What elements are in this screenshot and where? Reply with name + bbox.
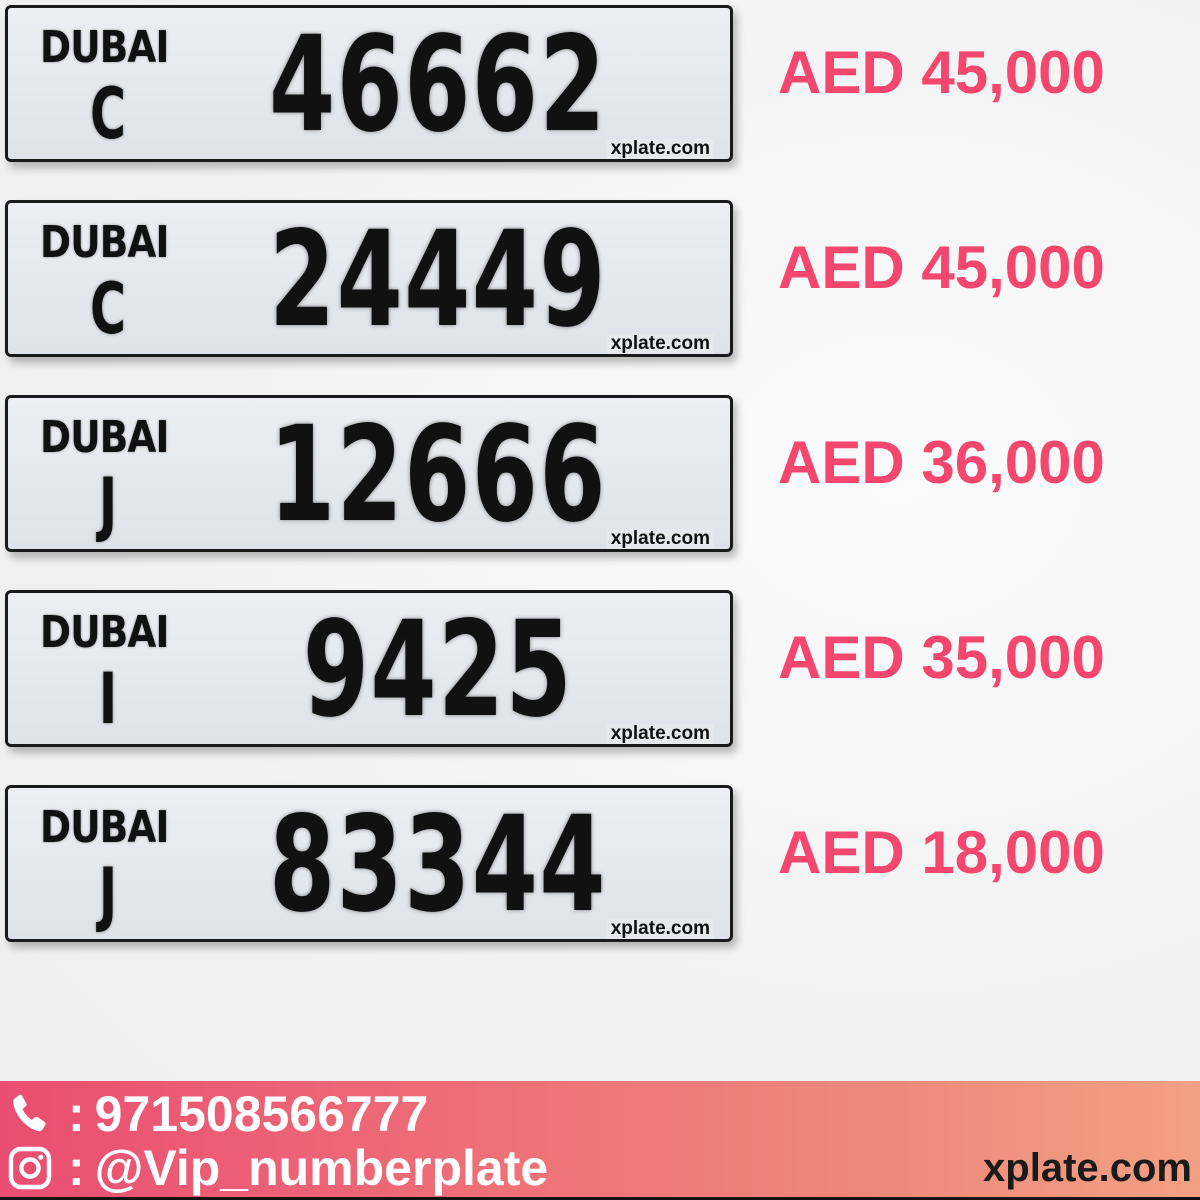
number-plate[interactable]: DUBAI I 9425 xplate.com [5, 590, 733, 747]
plate-number: 9425 [302, 593, 574, 747]
plate-code: J [98, 463, 118, 545]
separator: : [68, 1140, 85, 1196]
phone-line: : 971508566777 [6, 1085, 428, 1143]
number-plate[interactable]: DUBAI C 24449 xplate.com [5, 200, 733, 357]
plate-price: AED 45,000 [778, 39, 1105, 106]
plate-watermark: xplate.com [606, 529, 714, 549]
plate-price: AED 35,000 [778, 624, 1105, 691]
plate-price: AED 36,000 [778, 429, 1105, 496]
plate-listing[interactable]: DUBAI I 9425 xplate.com AED 35,000 [0, 585, 1200, 755]
plate-watermark: xplate.com [606, 139, 714, 159]
plate-listing[interactable]: DUBAI J 12666 xplate.com AED 36,000 [0, 390, 1200, 560]
emirate-logo: DUBAI [40, 802, 169, 853]
contact-footer: : 971508566777 : @Vip_numberplate xplate… [0, 1081, 1200, 1200]
plate-code: C [90, 268, 126, 350]
plate-listing[interactable]: DUBAI J 83344 xplate.com AED 18,000 [0, 780, 1200, 950]
plate-number: 46662 [269, 8, 607, 162]
plate-price: AED 45,000 [778, 234, 1105, 301]
instagram-icon [8, 1146, 52, 1190]
plate-listing[interactable]: DUBAI C 46662 xplate.com AED 45,000 [0, 0, 1200, 170]
emirate-logo: DUBAI [40, 217, 169, 268]
number-plate[interactable]: DUBAI C 46662 xplate.com [5, 5, 733, 162]
emirate-logo: DUBAI [40, 22, 169, 73]
plate-listing[interactable]: DUBAI C 24449 xplate.com AED 45,000 [0, 195, 1200, 365]
separator: : [68, 1086, 85, 1142]
emirate-logo: DUBAI [40, 607, 169, 658]
instagram-line: : @Vip_numberplate [6, 1139, 548, 1197]
plate-watermark: xplate.com [606, 334, 714, 354]
number-plate[interactable]: DUBAI J 12666 xplate.com [5, 395, 733, 552]
plate-price: AED 18,000 [778, 819, 1105, 886]
plate-watermark: xplate.com [606, 919, 714, 939]
number-plate[interactable]: DUBAI J 83344 xplate.com [5, 785, 733, 942]
site-name[interactable]: xplate.com [983, 1146, 1192, 1190]
plate-number: 24449 [269, 203, 607, 357]
phone-icon [13, 1094, 46, 1132]
plate-code: J [98, 853, 118, 935]
phone-number[interactable]: 971508566777 [94, 1086, 429, 1142]
plate-number: 83344 [269, 788, 607, 942]
plate-number: 12666 [269, 398, 607, 552]
plate-watermark: xplate.com [606, 724, 714, 744]
plate-code: I [98, 658, 118, 740]
instagram-handle[interactable]: @Vip_numberplate [94, 1140, 549, 1196]
plate-code: C [90, 73, 126, 155]
emirate-logo: DUBAI [40, 412, 169, 463]
